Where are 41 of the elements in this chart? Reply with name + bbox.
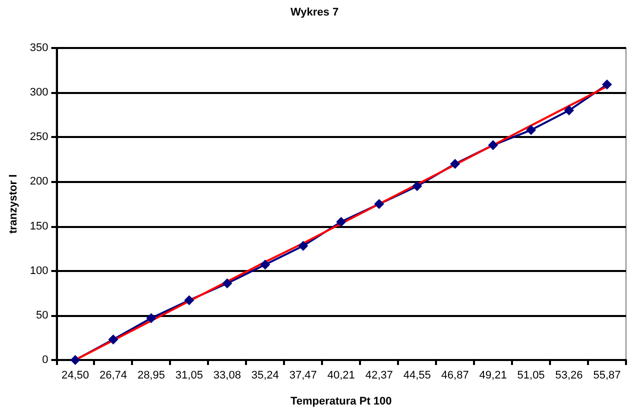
point (184, 295, 194, 306)
x-tick-label: 33,08 (213, 370, 241, 382)
y-tick-label: 100 (30, 264, 48, 277)
x-tick-label: 44,55 (403, 370, 431, 382)
x-tick-label: 24,50 (61, 370, 90, 382)
x-tick-label: 46,87 (441, 370, 469, 382)
x-tick-label: 53,26 (555, 370, 583, 382)
point (298, 240, 308, 251)
x-tick-label: 35,24 (251, 370, 279, 382)
x-tick-label: 40,21 (327, 370, 355, 382)
x-tick-label: 51,05 (517, 370, 545, 382)
y-tick-label: 50 (36, 309, 48, 322)
point (412, 181, 422, 192)
point (222, 278, 232, 288)
y-axis-title: tranzystor I (8, 174, 20, 234)
point (260, 260, 270, 270)
point (374, 199, 384, 209)
point (70, 355, 80, 365)
y-tick-label: 150 (30, 220, 48, 232)
x-tick-label: 31,05 (175, 370, 203, 382)
x-tick-label: 42,37 (365, 370, 393, 382)
x-tick-label: 55,87 (593, 370, 621, 382)
point (146, 313, 156, 324)
x-tick-label: 37,47 (289, 370, 317, 382)
x-tick-label: 49,21 (479, 370, 507, 382)
point (336, 216, 346, 227)
y-tick-label: 250 (30, 131, 48, 144)
point (450, 158, 460, 169)
y-tick-label: 200 (30, 176, 48, 188)
y-tick-label: 300 (30, 86, 48, 99)
x-tick-label: 26,74 (99, 370, 127, 382)
point (108, 334, 118, 344)
y-tick-label: 350 (30, 42, 48, 54)
x-axis-title: Temperatura Pt 100 (290, 396, 392, 408)
point (488, 140, 498, 150)
x-tick-label: 28,95 (137, 370, 165, 382)
point (526, 125, 536, 136)
point (602, 80, 612, 90)
chart-title: Wykres 7 (290, 6, 339, 18)
y-tick-label: 0 (42, 354, 48, 366)
point (564, 105, 574, 116)
